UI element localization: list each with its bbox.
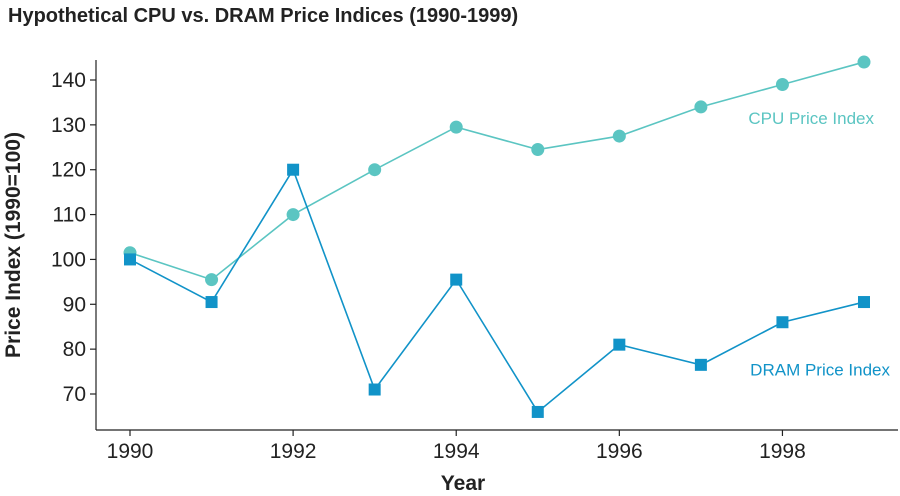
- data-point: [449, 120, 463, 134]
- chart-title: Hypothetical CPU vs. DRAM Price Indices …: [8, 5, 518, 27]
- data-point: [368, 383, 381, 396]
- y-tick-label: 90: [63, 293, 86, 316]
- x-tick-label: 1994: [433, 440, 480, 463]
- data-point: [612, 129, 626, 143]
- y-tick-label: 120: [51, 159, 86, 182]
- data-point: [205, 273, 219, 287]
- series-layer: CPU Price Index DRAM Price Index: [123, 55, 890, 418]
- data-point: [613, 338, 626, 351]
- x-tick-labels: 1990 1992 1994 1996 1998: [107, 430, 806, 463]
- data-point: [124, 253, 136, 266]
- data-point: [287, 163, 300, 176]
- y-tick-label: 140: [51, 69, 86, 92]
- y-tick-label: 110: [53, 204, 86, 227]
- data-point: [531, 143, 545, 157]
- y-tick-label: 100: [51, 248, 86, 271]
- data-point: [694, 100, 708, 114]
- series-dram: DRAM Price Index: [124, 163, 890, 418]
- y-tick-label: 80: [63, 338, 86, 361]
- data-point: [858, 296, 870, 309]
- x-tick-label: 1990: [107, 440, 154, 463]
- x-tick-label: 1992: [270, 440, 317, 463]
- data-point: [694, 358, 707, 371]
- data-point: [531, 405, 544, 418]
- data-point: [205, 296, 218, 309]
- y-tick-label: 70: [63, 383, 86, 406]
- y-tick-label: 130: [51, 114, 86, 137]
- data-point: [857, 55, 871, 69]
- data-point: [450, 273, 463, 286]
- x-tick-label: 1998: [759, 440, 806, 463]
- series-line: [129, 61, 865, 281]
- series-cpu: CPU Price Index: [123, 55, 874, 287]
- data-point: [775, 77, 789, 91]
- y-tick-labels: 70 80 90 100 110 120 130 140: [51, 69, 96, 406]
- data-point: [776, 316, 789, 329]
- series-label: DRAM Price Index: [750, 360, 890, 379]
- data-point: [368, 163, 382, 177]
- y-axis-label: Price Index (1990=100): [2, 132, 25, 358]
- series-line: [129, 167, 865, 414]
- data-point: [286, 208, 300, 222]
- series-label: CPU Price Index: [748, 109, 874, 128]
- x-tick-label: 1996: [596, 440, 643, 463]
- x-axis-label: Year: [441, 472, 485, 495]
